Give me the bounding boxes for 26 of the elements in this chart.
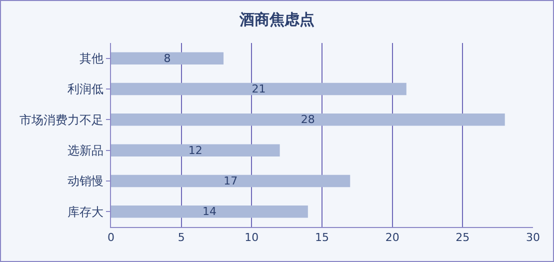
x-tick-label: 5 [178,231,185,244]
bar [111,206,308,218]
bar [111,174,350,188]
y-tick-label: 市场消费力不足 [20,112,104,127]
data-label: 12 [188,144,202,157]
y-tick-label: 库存大 [68,204,104,219]
bar [111,144,280,156]
x-tick-label: 0 [108,231,114,244]
x-tick-label: 15 [315,231,329,244]
x-tick-label: 25 [456,231,470,244]
bar [111,82,406,96]
x-tick-label: 20 [385,231,400,244]
data-label: 14 [202,205,216,218]
chart-title: 酒商焦虑点 [238,10,314,28]
x-tick-label: 10 [244,231,259,244]
y-tick-label: 其他 [80,52,104,66]
data-label: 17 [224,174,238,188]
data-label: 21 [252,82,266,96]
data-label: 28 [300,113,315,126]
bar [111,52,224,64]
y-tick-label: 利润低 [68,82,104,96]
data-label: 8 [164,52,171,65]
bar [111,114,505,126]
x-tick-label: 30 [526,231,540,244]
y-tick-label: 动销慢 [68,174,104,188]
y-tick-label: 选新品 [68,144,104,158]
